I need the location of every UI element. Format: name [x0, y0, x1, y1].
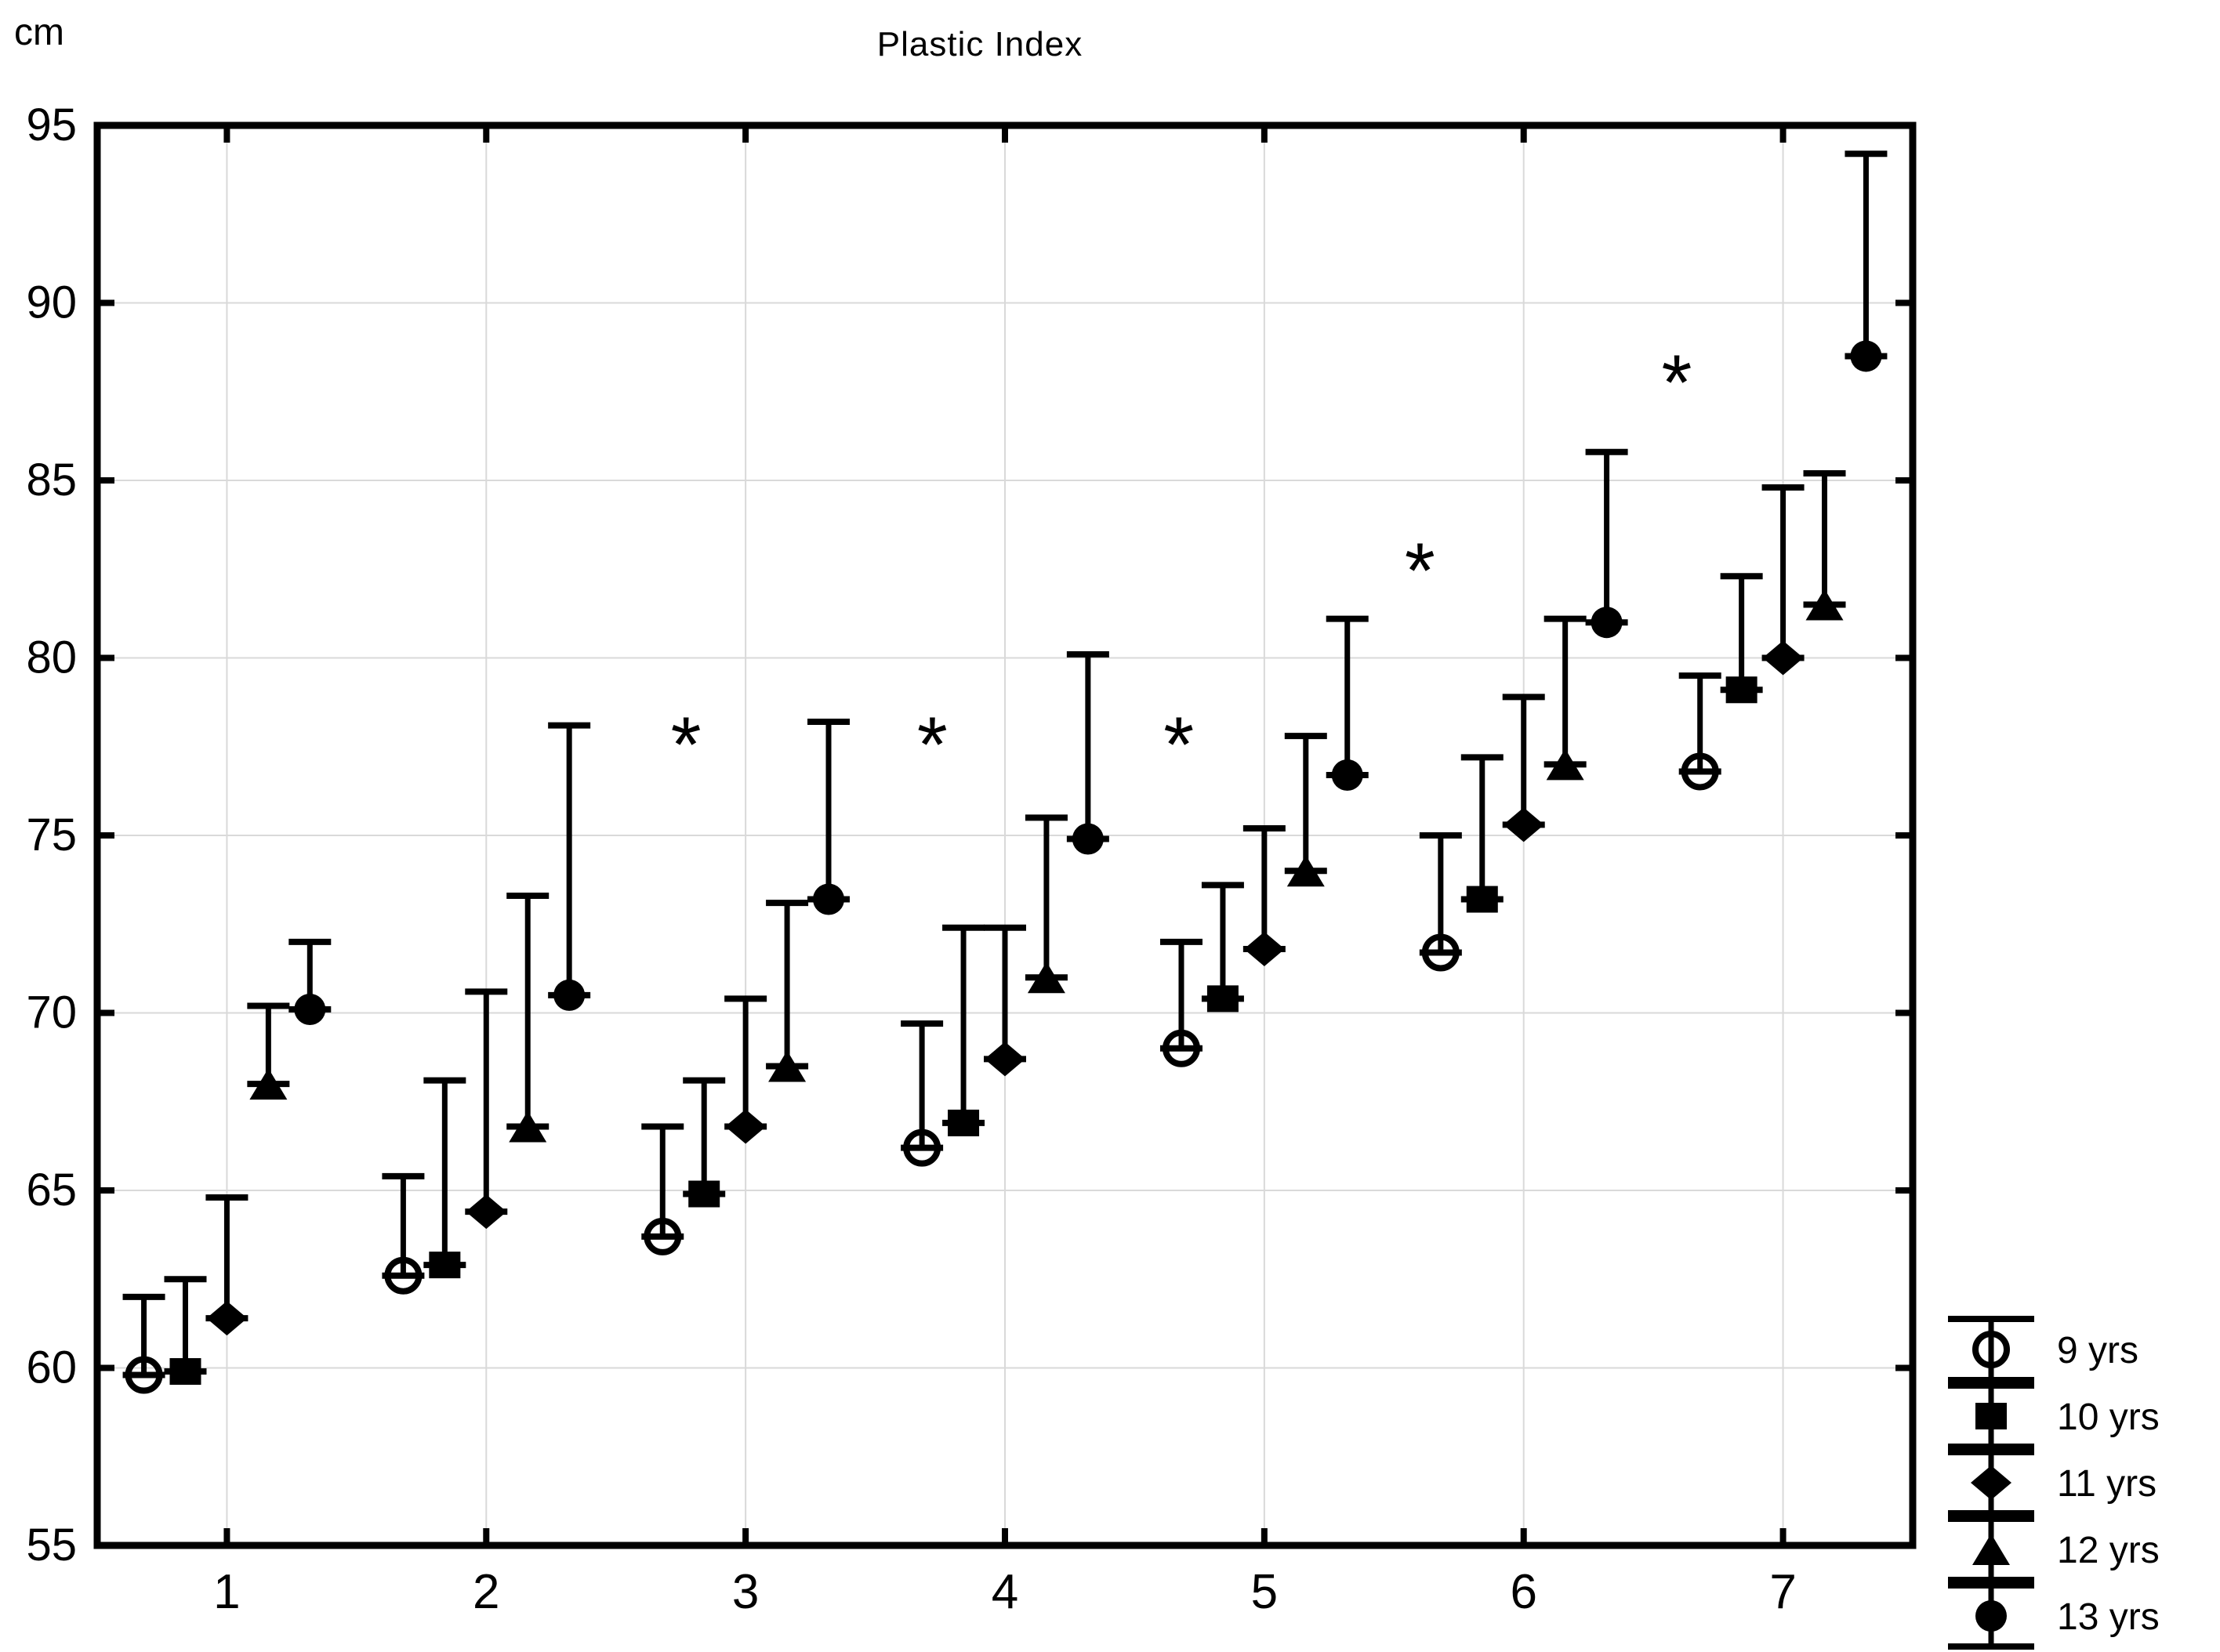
filled-diamond-marker [206, 1301, 248, 1336]
filled-square-marker [1466, 886, 1498, 913]
series-13-yrs [288, 150, 1888, 1025]
open-circle-marker [644, 1217, 682, 1255]
y-tick-label: 95 [26, 100, 77, 150]
filled-triangle-marker [1546, 748, 1584, 781]
filled-triangle-marker [249, 1068, 288, 1100]
filled-circle-marker [813, 883, 845, 915]
series-12-yrs [247, 469, 1846, 1143]
legend-item: 13 yrs [1948, 1582, 2160, 1650]
legend-label: 10 yrs [2057, 1397, 2160, 1438]
filled-square-marker [1206, 985, 1239, 1013]
open-circle-marker [384, 1256, 423, 1295]
filled-circle-marker [1850, 340, 1882, 372]
significance-asterisk: * [917, 701, 948, 789]
y-tick-label: 85 [26, 455, 77, 505]
filled-diamond-marker [466, 1194, 507, 1230]
legend-label: 13 yrs [2057, 1596, 2160, 1638]
x-tick-label: 6 [1510, 1565, 1536, 1619]
filled-circle-marker [1591, 607, 1623, 639]
legend-label: 12 yrs [2057, 1530, 2160, 1571]
filled-square-marker [429, 1252, 461, 1279]
filled-diamond-marker [1243, 931, 1285, 966]
x-tick-label: 2 [473, 1565, 499, 1619]
filled-square-marker [1975, 1403, 2007, 1429]
legend-label: 11 yrs [2057, 1463, 2157, 1505]
filled-square-marker [169, 1358, 201, 1386]
filled-circle-marker [1072, 823, 1104, 855]
filled-diamond-marker [1971, 1465, 2011, 1500]
legend-item: 12 yrs [1948, 1516, 2160, 1583]
series-11-yrs [205, 484, 1805, 1336]
filled-circle-marker [294, 993, 326, 1025]
open-circle-marker [1681, 752, 1719, 791]
y-tick-label: 55 [26, 1520, 77, 1570]
legend-item: 9 yrs [1948, 1316, 2138, 1383]
filled-square-marker [688, 1180, 720, 1208]
chart-title: Plastic Index [876, 25, 1083, 63]
filled-triangle-marker [1972, 1534, 2010, 1565]
series-9-yrs [122, 672, 1721, 1394]
y-tick-label: 90 [26, 277, 77, 328]
filled-diamond-marker [985, 1042, 1025, 1077]
x-tick-label: 3 [732, 1565, 759, 1619]
significance-asterisk: * [1661, 339, 1692, 426]
open-circle-marker [1162, 1029, 1200, 1067]
y-axis-unit-label: cm [14, 12, 64, 53]
open-circle-marker [1421, 933, 1460, 972]
y-tick-label: 80 [26, 632, 77, 683]
open-circle-marker [903, 1129, 941, 1167]
filled-diamond-marker [1503, 807, 1544, 842]
legend-item: 11 yrs [1948, 1449, 2157, 1516]
significance-asterisk: * [1405, 527, 1435, 615]
legend-item: 10 yrs [1948, 1382, 2160, 1450]
legend: 9 yrs 10 yrs 11 yrs 12 yrs 13 yrs [1948, 1316, 2160, 1650]
significance-asterisk: * [1163, 701, 1194, 789]
y-tick-label: 75 [26, 810, 77, 860]
series-10-yrs [164, 573, 1763, 1386]
filled-triangle-marker [1027, 962, 1065, 994]
x-tick-label: 7 [1769, 1565, 1796, 1619]
filled-circle-marker [1331, 759, 1363, 791]
x-tick-label: 5 [1251, 1565, 1278, 1619]
significance-asterisk: * [671, 701, 702, 789]
y-tick-label: 65 [26, 1165, 77, 1215]
y-tick-label: 70 [26, 987, 77, 1038]
filled-square-marker [948, 1109, 980, 1136]
open-circle-marker [1972, 1331, 2010, 1368]
filled-circle-marker [553, 979, 586, 1011]
open-circle-marker [125, 1356, 163, 1394]
filled-triangle-marker [1805, 589, 1844, 621]
filled-triangle-marker [509, 1110, 547, 1143]
filled-square-marker [1725, 676, 1758, 704]
filled-circle-marker [1975, 1600, 2007, 1632]
y-tick-label: 60 [26, 1342, 77, 1393]
filled-diamond-marker [725, 1109, 767, 1144]
filled-triangle-marker [1286, 855, 1325, 887]
filled-triangle-marker [768, 1050, 807, 1082]
x-tick-label: 4 [992, 1565, 1018, 1619]
legend-label: 9 yrs [2057, 1330, 2138, 1371]
filled-diamond-marker [1762, 640, 1804, 676]
x-tick-label: 1 [213, 1565, 240, 1619]
